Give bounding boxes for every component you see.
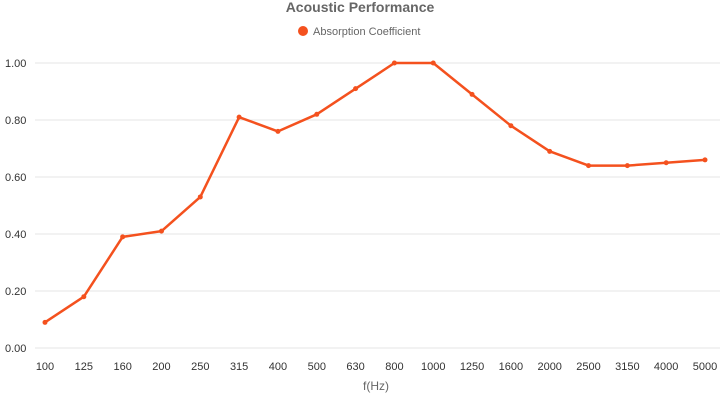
data-point[interactable]	[120, 234, 126, 240]
y-tick-label: 0.00	[5, 343, 26, 355]
data-point[interactable]	[702, 157, 708, 163]
data-point[interactable]	[624, 163, 630, 169]
data-point[interactable]	[508, 123, 514, 129]
series-absorption-coefficient	[42, 60, 708, 325]
x-tick-label: 1000	[421, 361, 445, 373]
x-tick-label: 250	[191, 361, 209, 373]
x-axis: 100 125 160 200 250 315 400 500 630 800 1000 1250 16…	[36, 361, 717, 373]
y-tick-label: 0.20	[5, 286, 26, 298]
data-point[interactable]	[236, 114, 242, 120]
data-point[interactable]	[314, 111, 320, 117]
chart-title: Acoustic Performance	[286, 0, 435, 15]
x-axis-label: f(Hz)	[363, 379, 389, 393]
legend-label: Absorption Coefficient	[313, 26, 420, 38]
data-point[interactable]	[158, 228, 164, 234]
legend[interactable]: Absorption Coefficient	[298, 26, 420, 38]
x-tick-label: 4000	[654, 361, 678, 373]
x-tick-label: 3150	[615, 361, 639, 373]
x-tick-label: 2000	[537, 361, 561, 373]
data-point[interactable]	[81, 294, 87, 300]
x-tick-label: 800	[385, 361, 403, 373]
data-point[interactable]	[586, 163, 592, 169]
data-point[interactable]	[197, 194, 203, 200]
x-tick-label: 1250	[460, 361, 484, 373]
x-tick-label: 1600	[499, 361, 523, 373]
series-line	[43, 61, 707, 324]
data-point[interactable]	[275, 128, 281, 134]
data-point[interactable]	[547, 148, 553, 154]
legend-marker	[298, 26, 308, 36]
x-tick-label: 5000	[693, 361, 717, 373]
y-tick-label: 1.00	[5, 58, 26, 70]
data-point[interactable]	[353, 86, 359, 92]
data-point[interactable]	[663, 160, 669, 166]
x-tick-label: 2500	[576, 361, 600, 373]
y-tick-label: 0.40	[5, 229, 26, 241]
x-tick-label: 315	[230, 361, 248, 373]
x-tick-label: 200	[152, 361, 170, 373]
y-axis: 0.00 0.20 0.40 0.60 0.80 1.00	[5, 58, 26, 355]
data-point[interactable]	[430, 60, 436, 66]
x-tick-label: 100	[36, 361, 54, 373]
gridlines	[35, 62, 720, 349]
data-point[interactable]	[391, 60, 397, 66]
x-tick-label: 400	[269, 361, 287, 373]
x-tick-label: 125	[75, 361, 93, 373]
y-tick-label: 0.60	[5, 172, 26, 184]
data-point[interactable]	[469, 91, 475, 97]
x-tick-label: 500	[308, 361, 326, 373]
x-tick-label: 160	[113, 361, 131, 373]
data-point[interactable]	[42, 319, 48, 325]
y-tick-label: 0.80	[5, 115, 26, 127]
x-tick-label: 630	[346, 361, 364, 373]
